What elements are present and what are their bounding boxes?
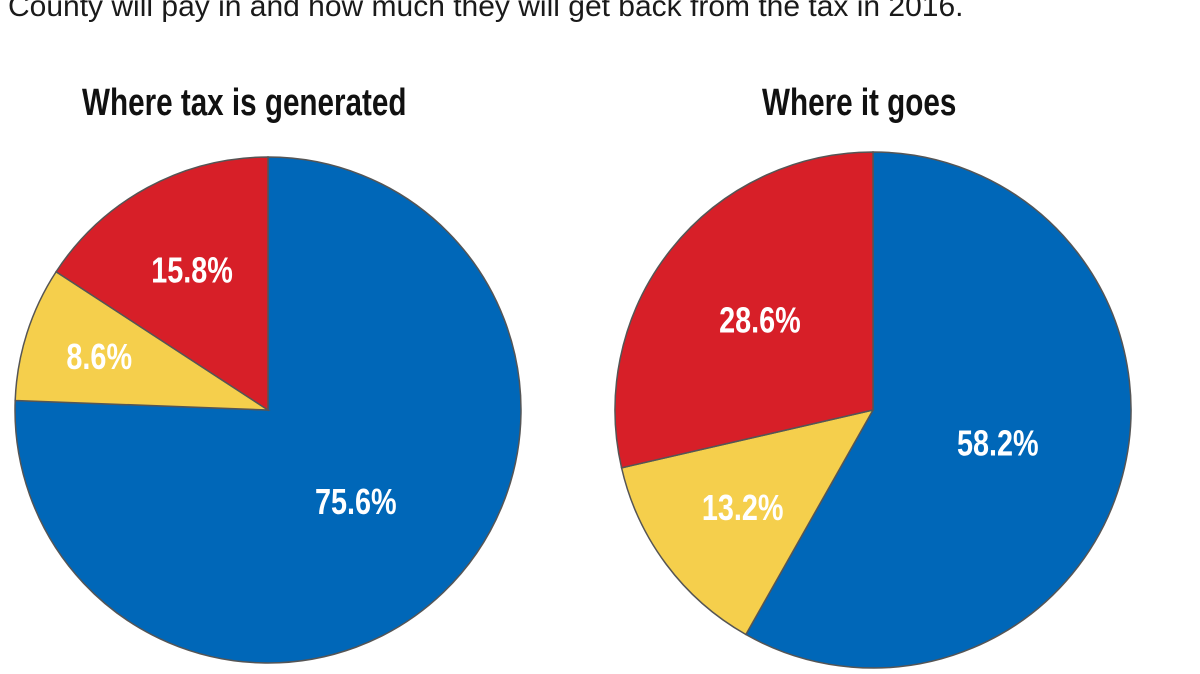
- pie-slice: [744, 151, 1132, 669]
- intro-text: County will pay in and how much they wil…: [8, 0, 964, 23]
- chart-title-where-it-goes: Where it goes: [762, 82, 957, 124]
- slice-label: 13.2%: [702, 487, 784, 528]
- slice-label: 28.6%: [719, 300, 801, 341]
- chart-title-where-generated: Where tax is generated: [82, 82, 407, 124]
- pie-slice: [55, 156, 269, 412]
- pie-slice: [14, 270, 271, 411]
- slice-label: 75.6%: [315, 481, 397, 522]
- slice-label: 8.6%: [66, 336, 132, 377]
- slice-label: 58.2%: [957, 422, 1039, 463]
- pie-slice: [614, 151, 874, 469]
- pie-slice: [620, 408, 875, 636]
- slice-label: 15.8%: [151, 249, 233, 290]
